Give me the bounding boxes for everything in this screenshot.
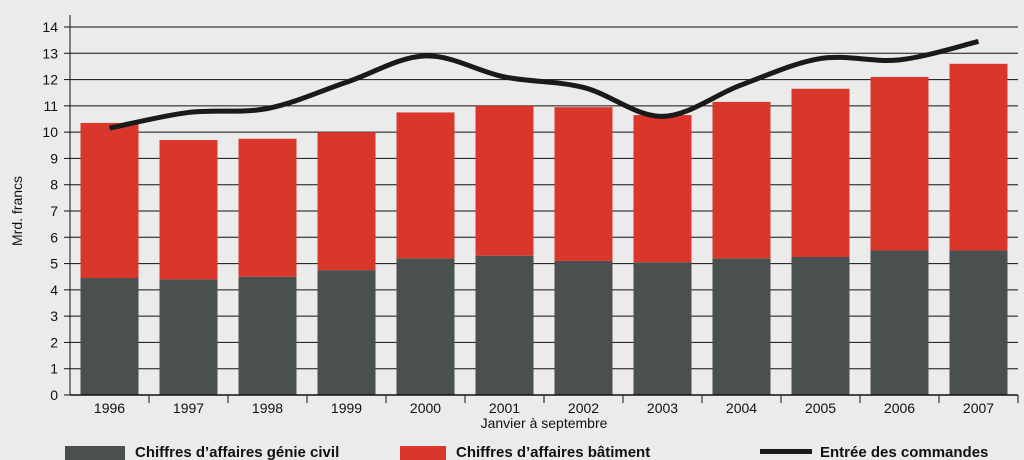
- y-tick-label: 9: [50, 150, 58, 166]
- line: [109, 39, 980, 131]
- bar-segment: [791, 88, 850, 258]
- bar-segment: [238, 138, 297, 277]
- y-tick-label: 4: [50, 282, 58, 298]
- x-tick-label: 2006: [884, 400, 915, 416]
- bar-segment: [949, 250, 1008, 395]
- bar-segment: [475, 105, 534, 256]
- legend-swatch: [400, 446, 446, 460]
- bar-segment: [80, 278, 139, 395]
- legend-label: Chiffres d’affaires génie civil: [135, 444, 339, 460]
- x-tick-label: 1996: [94, 400, 125, 416]
- legend-swatch: [760, 449, 812, 454]
- bar-segment: [633, 262, 692, 395]
- y-tick-label: 5: [50, 256, 58, 272]
- y-tick-label: 3: [50, 308, 58, 324]
- y-tick-label: 14: [42, 19, 58, 35]
- x-tick-label: 2007: [963, 400, 994, 416]
- x-tick-label: 1997: [173, 400, 204, 416]
- bar-segment: [317, 270, 376, 395]
- legend-swatch: [65, 446, 125, 460]
- bar-segment: [159, 279, 218, 395]
- x-tick-label: 2002: [568, 400, 599, 416]
- bar-segment: [554, 107, 613, 261]
- x-tick-label: 2005: [805, 400, 836, 416]
- bar-segment: [791, 257, 850, 395]
- bar-segment: [633, 115, 692, 263]
- bar-segment: [712, 101, 771, 259]
- bar-segment: [396, 258, 455, 395]
- bar-segment: [80, 122, 139, 279]
- bar-segment: [870, 250, 929, 395]
- x-tick-label: 1998: [252, 400, 283, 416]
- y-axis-label: Mrd. francs: [9, 176, 25, 246]
- y-tick-label: 7: [50, 203, 58, 219]
- y-tick-label: 12: [42, 72, 58, 88]
- y-tick-label: 6: [50, 229, 58, 245]
- y-tick-label: 13: [42, 45, 58, 61]
- y-tick-label: 1: [50, 361, 58, 377]
- y-tick-label: 11: [43, 98, 58, 114]
- bar-segment: [870, 76, 929, 251]
- y-tick-label: 10: [42, 124, 58, 140]
- bar-segment: [238, 276, 297, 395]
- legend-label: Entrée des commandes: [820, 444, 988, 460]
- x-axis-label: Janvier à septembre: [481, 415, 608, 431]
- y-tick-label: 0: [50, 387, 58, 403]
- bar-segment: [317, 132, 376, 271]
- x-tick-label: 1999: [331, 400, 362, 416]
- bar-segment: [554, 260, 613, 395]
- bar-segment: [949, 63, 1008, 251]
- x-tick-label: 2000: [410, 400, 441, 416]
- bar-segment: [396, 112, 455, 259]
- y-tick-label: 2: [50, 334, 58, 350]
- y-tick-label: 8: [50, 177, 58, 193]
- bar-segment: [159, 140, 218, 280]
- bar-segment: [475, 255, 534, 395]
- x-tick-label: 2004: [726, 400, 757, 416]
- x-tick-label: 2001: [489, 400, 520, 416]
- x-tick-label: 2003: [647, 400, 678, 416]
- legend-label: Chiffres d’affaires bâtiment: [456, 444, 650, 460]
- bar-segment: [712, 258, 771, 395]
